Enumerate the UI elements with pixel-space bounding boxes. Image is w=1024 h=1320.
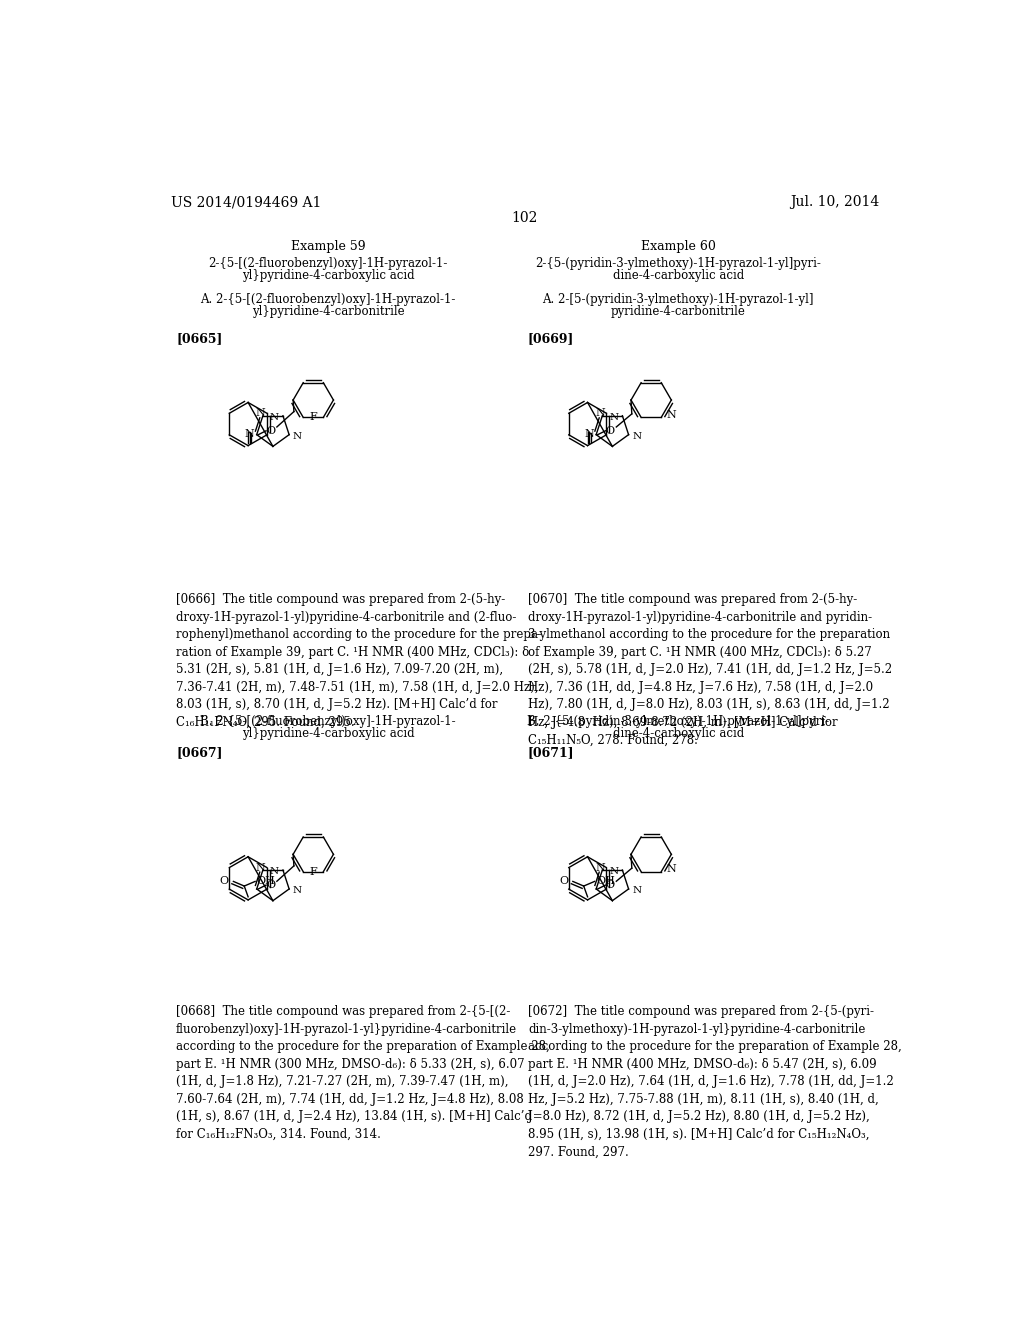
Text: N: N	[633, 432, 642, 441]
Text: O: O	[219, 876, 228, 887]
Text: dine-4-carboxylic acid: dine-4-carboxylic acid	[612, 727, 743, 741]
Text: A. 2-[5-(pyridin-3-ylmethoxy)-1H-pyrazol-1-yl]: A. 2-[5-(pyridin-3-ylmethoxy)-1H-pyrazol…	[543, 293, 814, 306]
Text: O: O	[266, 426, 275, 436]
Text: OH: OH	[596, 876, 615, 887]
Text: N: N	[256, 862, 265, 873]
Text: N: N	[293, 432, 302, 441]
Text: 2-{5-[(2-fluorobenzyl)oxy]-1H-pyrazol-1-: 2-{5-[(2-fluorobenzyl)oxy]-1H-pyrazol-1-	[208, 257, 447, 271]
Text: [0670]  The title compound was prepared from 2-(5-hy-
droxy-1H-pyrazol-1-yl)pyri: [0670] The title compound was prepared f…	[528, 594, 892, 746]
Text: Jul. 10, 2014: Jul. 10, 2014	[790, 195, 879, 210]
Text: O: O	[605, 880, 614, 890]
Text: N: N	[256, 408, 265, 418]
Text: A. 2-{5-[(2-fluorobenzyl)oxy]-1H-pyrazol-1-: A. 2-{5-[(2-fluorobenzyl)oxy]-1H-pyrazol…	[201, 293, 456, 306]
Text: N: N	[585, 429, 594, 438]
Text: N: N	[245, 429, 255, 438]
Text: Example 59: Example 59	[291, 240, 366, 253]
Text: dine-4-carboxylic acid: dine-4-carboxylic acid	[612, 269, 743, 282]
Text: N: N	[633, 886, 642, 895]
Text: N: N	[667, 411, 677, 420]
Text: N: N	[270, 867, 280, 876]
Text: N: N	[667, 865, 677, 874]
Text: [0669]: [0669]	[528, 331, 574, 345]
Text: OH: OH	[257, 876, 275, 887]
Text: [0667]: [0667]	[176, 746, 222, 759]
Text: US 2014/0194469 A1: US 2014/0194469 A1	[171, 195, 321, 210]
Text: yl}pyridine-4-carboxylic acid: yl}pyridine-4-carboxylic acid	[242, 727, 415, 741]
Text: [0672]  The title compound was prepared from 2-{5-(pyri-
din-3-ylmethoxy)-1H-pyr: [0672] The title compound was prepared f…	[528, 1006, 902, 1159]
Text: F: F	[309, 412, 317, 422]
Text: B. 2-{5-[(2-fluorobenzyl)oxy]-1H-pyrazol-1-: B. 2-{5-[(2-fluorobenzyl)oxy]-1H-pyrazol…	[200, 715, 456, 729]
Text: F: F	[309, 867, 317, 876]
Text: O: O	[559, 876, 568, 887]
Text: 2-{5-(pyridin-3-ylmethoxy)-1H-pyrazol-1-yl]pyri-: 2-{5-(pyridin-3-ylmethoxy)-1H-pyrazol-1-…	[536, 257, 821, 271]
Text: [0666]  The title compound was prepared from 2-(5-hy-
droxy-1H-pyrazol-1-yl)pyri: [0666] The title compound was prepared f…	[176, 594, 542, 729]
Text: N: N	[270, 413, 280, 422]
Text: O: O	[266, 880, 275, 890]
Text: yl}pyridine-4-carbonitrile: yl}pyridine-4-carbonitrile	[252, 305, 404, 318]
Text: yl}pyridine-4-carboxylic acid: yl}pyridine-4-carboxylic acid	[242, 269, 415, 282]
Text: [0665]: [0665]	[176, 331, 222, 345]
Text: N: N	[595, 862, 605, 873]
Text: N: N	[293, 886, 302, 895]
Text: pyridine-4-carbonitrile: pyridine-4-carbonitrile	[610, 305, 745, 318]
Text: B. 2-{5-(pyridin-3-ylmethoxy)-1H-pyrazol-1-yl]pyri-: B. 2-{5-(pyridin-3-ylmethoxy)-1H-pyrazol…	[527, 715, 829, 729]
Text: O: O	[605, 426, 614, 436]
Text: [0671]: [0671]	[528, 746, 574, 759]
Text: N: N	[609, 413, 618, 422]
Text: 102: 102	[512, 211, 538, 224]
Text: Example 60: Example 60	[641, 240, 716, 253]
Text: N: N	[595, 408, 605, 418]
Text: N: N	[609, 867, 618, 876]
Text: [0668]  The title compound was prepared from 2-{5-[(2-
fluorobenzyl)oxy]-1H-pyra: [0668] The title compound was prepared f…	[176, 1006, 550, 1140]
